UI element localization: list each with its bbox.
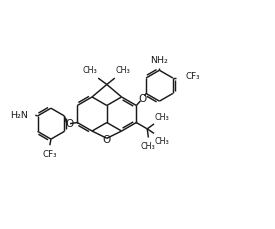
Text: O: O bbox=[103, 135, 111, 145]
Text: O: O bbox=[65, 118, 73, 128]
Text: CH₃: CH₃ bbox=[155, 137, 169, 146]
Text: CH₃: CH₃ bbox=[83, 66, 98, 75]
Text: CH₃: CH₃ bbox=[155, 112, 169, 121]
Text: O: O bbox=[139, 93, 147, 103]
Text: CH₃: CH₃ bbox=[116, 66, 130, 75]
Text: H₂N: H₂N bbox=[11, 110, 29, 119]
Text: CH₃: CH₃ bbox=[141, 141, 156, 150]
Text: CF₃: CF₃ bbox=[43, 150, 57, 158]
Text: CF₃: CF₃ bbox=[186, 72, 200, 81]
Text: NH₂: NH₂ bbox=[150, 56, 168, 65]
